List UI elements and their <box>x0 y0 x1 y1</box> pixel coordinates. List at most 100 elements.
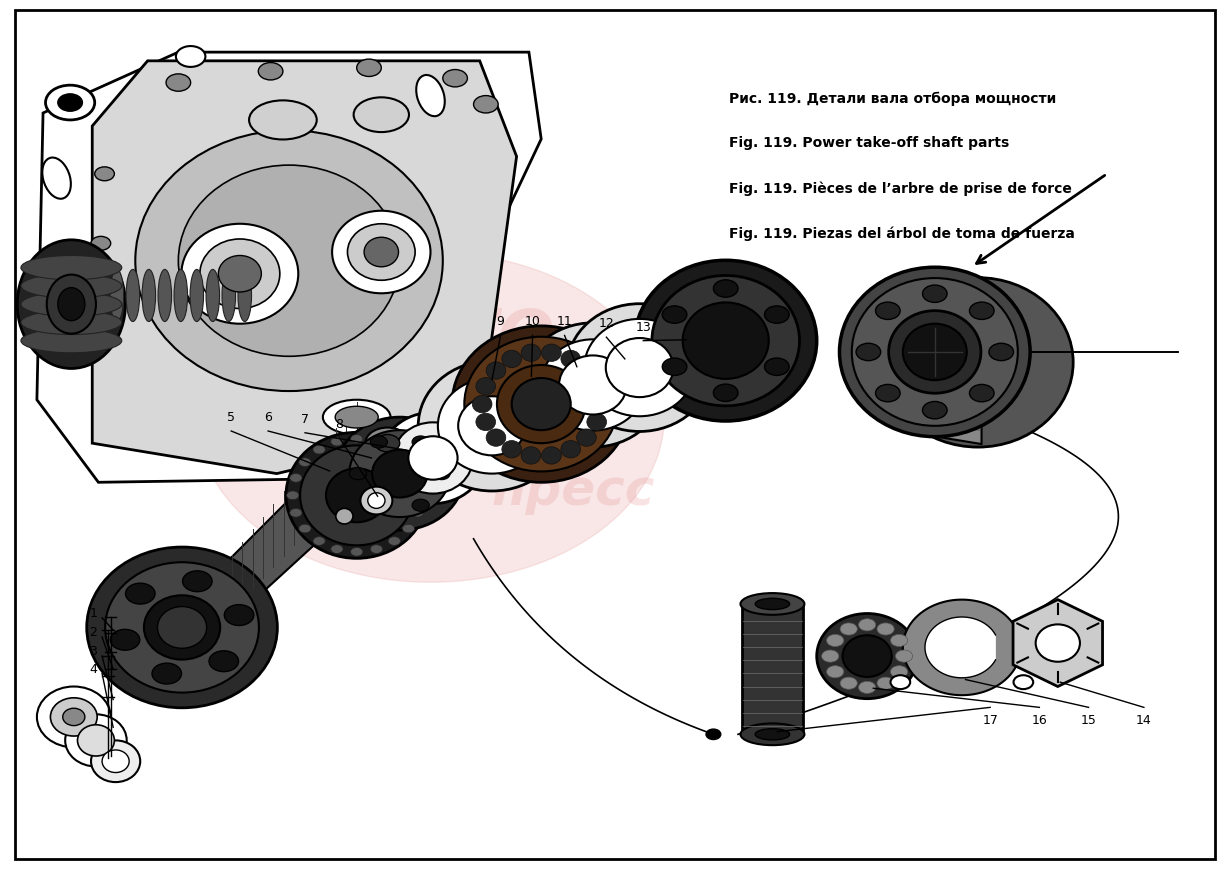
Circle shape <box>891 675 910 689</box>
Ellipse shape <box>144 595 220 660</box>
Circle shape <box>822 650 839 662</box>
Ellipse shape <box>191 269 204 322</box>
Ellipse shape <box>587 414 606 431</box>
Ellipse shape <box>175 269 187 322</box>
Ellipse shape <box>360 487 392 514</box>
Circle shape <box>299 524 311 533</box>
Ellipse shape <box>42 157 71 199</box>
Ellipse shape <box>541 344 561 362</box>
Ellipse shape <box>207 269 219 322</box>
Ellipse shape <box>652 275 800 406</box>
Circle shape <box>402 524 415 533</box>
Ellipse shape <box>326 468 387 522</box>
Ellipse shape <box>411 447 421 474</box>
Circle shape <box>922 401 947 419</box>
Circle shape <box>876 302 900 320</box>
Ellipse shape <box>63 708 85 726</box>
Ellipse shape <box>77 725 114 756</box>
Ellipse shape <box>448 434 458 461</box>
Ellipse shape <box>178 165 400 356</box>
Ellipse shape <box>219 255 261 292</box>
Circle shape <box>91 236 111 250</box>
Text: Запчасти: Запчасти <box>301 410 567 459</box>
Text: 4: 4 <box>90 663 97 675</box>
Text: 11: 11 <box>557 315 572 328</box>
Circle shape <box>312 537 325 546</box>
Text: 12: 12 <box>599 317 614 330</box>
Text: 6: 6 <box>264 411 272 424</box>
Ellipse shape <box>285 432 428 558</box>
Circle shape <box>287 491 299 500</box>
Circle shape <box>299 458 311 467</box>
Ellipse shape <box>903 324 967 381</box>
Polygon shape <box>461 374 554 395</box>
Polygon shape <box>1014 600 1102 687</box>
Circle shape <box>877 623 894 635</box>
Text: Fig. 119. Piezas del árbol de toma de fuerza: Fig. 119. Piezas del árbol de toma de fu… <box>729 227 1075 242</box>
Circle shape <box>375 434 400 452</box>
Circle shape <box>98 323 118 337</box>
Text: 1: 1 <box>90 607 97 620</box>
Ellipse shape <box>465 336 619 471</box>
Circle shape <box>290 474 303 482</box>
Ellipse shape <box>502 350 522 368</box>
Ellipse shape <box>522 344 541 362</box>
Circle shape <box>534 368 568 393</box>
Circle shape <box>412 499 429 511</box>
Text: 5: 5 <box>228 411 235 424</box>
Ellipse shape <box>21 274 122 298</box>
Circle shape <box>891 666 908 678</box>
Circle shape <box>365 428 410 459</box>
Circle shape <box>370 436 387 448</box>
Ellipse shape <box>497 365 585 443</box>
Circle shape <box>412 436 429 448</box>
Ellipse shape <box>21 255 122 280</box>
Ellipse shape <box>21 310 122 335</box>
Ellipse shape <box>541 339 645 430</box>
Ellipse shape <box>349 430 450 517</box>
Ellipse shape <box>541 447 561 464</box>
Ellipse shape <box>336 508 353 524</box>
Ellipse shape <box>416 75 445 116</box>
Ellipse shape <box>223 269 235 322</box>
Ellipse shape <box>199 239 279 308</box>
Circle shape <box>370 437 383 446</box>
Ellipse shape <box>561 350 581 368</box>
Ellipse shape <box>476 377 496 395</box>
Ellipse shape <box>65 714 127 766</box>
Polygon shape <box>929 269 982 444</box>
Circle shape <box>357 59 381 76</box>
Circle shape <box>370 499 387 511</box>
Circle shape <box>840 677 857 689</box>
Ellipse shape <box>497 416 507 444</box>
Ellipse shape <box>567 304 712 432</box>
Circle shape <box>182 571 212 592</box>
Circle shape <box>389 537 401 546</box>
Text: пресс: пресс <box>492 467 656 515</box>
Circle shape <box>876 384 900 401</box>
Ellipse shape <box>635 261 817 421</box>
Ellipse shape <box>561 441 581 458</box>
Circle shape <box>415 491 427 500</box>
Ellipse shape <box>458 396 526 455</box>
Ellipse shape <box>435 438 445 466</box>
Ellipse shape <box>408 436 458 480</box>
Ellipse shape <box>423 442 433 470</box>
Circle shape <box>827 666 844 678</box>
Ellipse shape <box>239 269 251 322</box>
Ellipse shape <box>354 97 408 132</box>
Circle shape <box>351 434 363 443</box>
Text: 16: 16 <box>1032 714 1047 727</box>
Text: 9: 9 <box>497 315 504 328</box>
Text: 15: 15 <box>1081 714 1096 727</box>
Polygon shape <box>742 604 803 734</box>
Circle shape <box>922 285 947 302</box>
Ellipse shape <box>522 322 664 447</box>
Circle shape <box>370 545 383 554</box>
Ellipse shape <box>883 278 1073 448</box>
Ellipse shape <box>21 292 122 316</box>
Ellipse shape <box>371 450 428 497</box>
Ellipse shape <box>472 395 492 413</box>
Ellipse shape <box>683 302 769 379</box>
Circle shape <box>197 252 664 582</box>
